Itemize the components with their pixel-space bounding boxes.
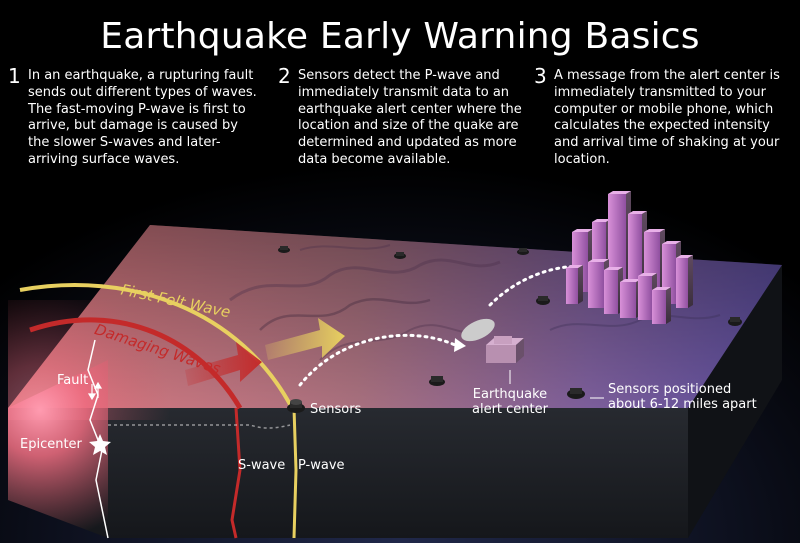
city-building xyxy=(620,282,636,318)
fault-label: Fault xyxy=(57,373,89,388)
step-number: 3 xyxy=(534,64,547,88)
city-building xyxy=(638,276,652,320)
page-title: Earthquake Early Warning Basics xyxy=(100,16,700,57)
step-text: A message from the alert center is immed… xyxy=(554,68,780,167)
alert-center-label-line1: Earthquake xyxy=(472,387,548,402)
sensors-spacing-line1: Sensors positioned xyxy=(608,382,732,397)
city-building xyxy=(652,290,666,324)
arc-arrowhead-1 xyxy=(454,338,466,352)
step-number: 2 xyxy=(278,64,291,88)
city-building-roof xyxy=(588,259,609,262)
city-buildings xyxy=(566,191,693,324)
block-right-face xyxy=(688,265,782,538)
city-building-roof xyxy=(620,279,641,282)
city-building xyxy=(566,268,578,304)
epicenter-label: Epicenter xyxy=(20,437,82,452)
epicenter-star xyxy=(89,434,111,455)
sensor-to-center-arc xyxy=(298,333,457,387)
city-building-roof xyxy=(604,267,623,270)
city-building-roof xyxy=(644,229,665,232)
city-building-side xyxy=(688,255,693,308)
sensor-markers xyxy=(278,246,742,413)
s-wave-label: S-wave xyxy=(238,458,286,473)
block-front-face xyxy=(8,408,688,538)
fault-arrows xyxy=(87,381,103,401)
s-wave-arrow xyxy=(185,342,262,386)
alert-center-label-line2: alert center xyxy=(472,402,548,417)
city-building-roof xyxy=(608,191,631,194)
damaging-wave-arc xyxy=(29,317,243,410)
fault-line xyxy=(87,339,109,539)
city-building-roof xyxy=(652,287,671,290)
city-building xyxy=(588,262,604,308)
alert-center-building xyxy=(461,318,524,363)
city-building-roof xyxy=(592,219,611,222)
city-building-roof xyxy=(676,255,693,258)
alert-center-label: Earthquake alert center xyxy=(466,387,554,417)
p-wave-line xyxy=(292,407,298,539)
surface-wave-line xyxy=(108,424,291,429)
p-wave-arrow xyxy=(265,318,345,360)
first-felt-wave-arc xyxy=(19,283,294,409)
city-building-roof xyxy=(638,273,657,276)
sensors-label: Sensors xyxy=(310,402,362,417)
step-text: Sensors detect the P-wave and immediatel… xyxy=(298,68,522,167)
city-building xyxy=(676,258,688,308)
city-building-roof xyxy=(662,241,681,244)
sensors-spacing-label: Sensors positioned about 6-12 miles apar… xyxy=(608,382,757,412)
city-building-side xyxy=(666,287,671,324)
mountain-ridges xyxy=(229,244,721,361)
city-building xyxy=(604,270,618,314)
step-text: In an earthquake, a rupturing fault send… xyxy=(28,68,257,167)
s-wave-line xyxy=(230,407,242,539)
step-number: 1 xyxy=(8,64,21,88)
city-building-roof xyxy=(566,265,583,268)
city-building-roof xyxy=(572,229,593,232)
city-building-roof xyxy=(628,211,647,214)
sensors-spacing-line2: about 6-12 miles apart xyxy=(608,397,757,412)
p-wave-label: P-wave xyxy=(298,458,345,473)
city-building-side xyxy=(578,265,583,304)
